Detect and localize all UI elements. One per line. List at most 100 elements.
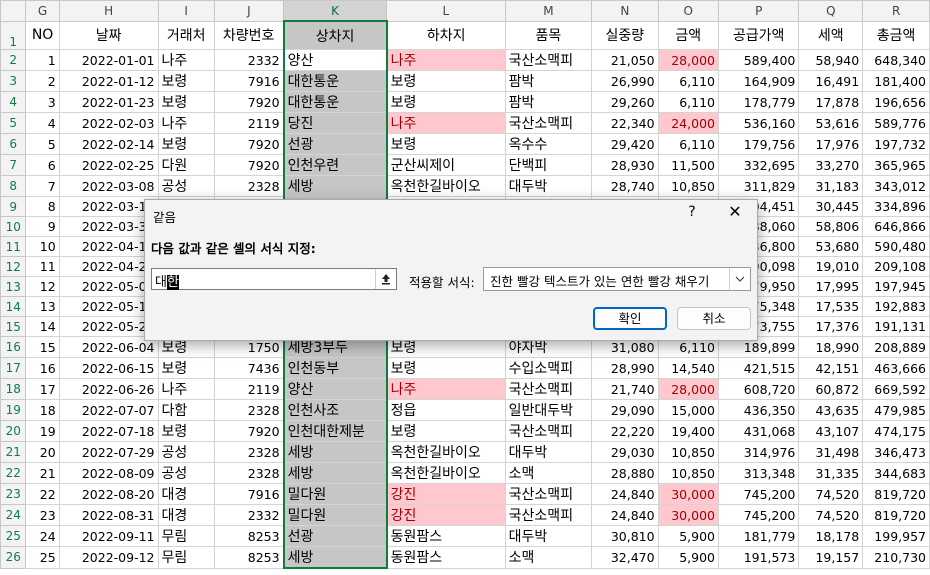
cell-h[interactable]: 2022-04-10 [58, 236, 159, 257]
cell-g[interactable]: 8 [25, 196, 60, 217]
cell-j[interactable]: 7916 [213, 483, 285, 505]
cell-n[interactable]: 32,470 [591, 546, 659, 569]
cell-j[interactable]: 2332 [213, 504, 285, 526]
cell-n[interactable]: 29,260 [591, 91, 659, 113]
cell-g[interactable]: 17 [25, 378, 60, 400]
ok-button[interactable]: 확인 [593, 307, 667, 330]
cell-p[interactable]: 164,909 [717, 70, 800, 92]
cell-i[interactable]: 다원 [157, 154, 215, 176]
cell-l[interactable]: 보령 [386, 70, 506, 92]
cell-q[interactable]: 19,157 [798, 546, 864, 569]
cell-m[interactable]: 일반대두박 [504, 399, 593, 421]
cell-q[interactable]: 31,335 [798, 462, 864, 484]
column-header-g[interactable]: G [25, 0, 60, 22]
cell-g[interactable]: 16 [25, 357, 60, 379]
cell-k[interactable]: 인천우련 [282, 154, 388, 176]
cell-r[interactable]: 191,131 [862, 316, 930, 337]
row-header[interactable]: 8 [0, 175, 27, 197]
value-input-text[interactable]: 대한 [155, 271, 179, 290]
row-header[interactable]: 9 [0, 196, 27, 217]
value-input[interactable]: 대한 [151, 268, 397, 290]
cell-m[interactable]: 팜박 [504, 91, 593, 113]
cell-h[interactable]: 2022-04-21 [58, 256, 159, 277]
row-header[interactable]: 10 [0, 216, 27, 237]
cell-k[interactable]: 상차지 [282, 20, 388, 50]
cell-n[interactable]: 21,050 [591, 49, 659, 71]
row-header[interactable]: 25 [0, 525, 27, 547]
cell-m[interactable]: 국산소맥피 [504, 483, 593, 505]
row-header[interactable]: 15 [0, 316, 27, 337]
cell-o[interactable]: 30,000 [657, 504, 719, 526]
cell-j[interactable]: 2332 [213, 49, 285, 71]
cell-n[interactable]: 28,990 [591, 357, 659, 379]
cell-j[interactable]: 차량번호 [213, 20, 285, 50]
cell-j[interactable]: 7916 [213, 70, 285, 92]
cell-o[interactable]: 15,000 [657, 399, 719, 421]
cell-r[interactable]: 474,175 [862, 420, 930, 442]
cell-h[interactable]: 2022-01-12 [58, 70, 159, 92]
cell-n[interactable]: 29,420 [591, 133, 659, 155]
cell-g[interactable]: 9 [25, 216, 60, 237]
cell-m[interactable]: 소맥 [504, 462, 593, 484]
cell-m[interactable]: 옥수수 [504, 133, 593, 155]
cell-l[interactable]: 동원팜스 [386, 546, 506, 569]
close-button[interactable]: ✕ [728, 202, 742, 221]
cell-j[interactable]: 2328 [213, 175, 285, 197]
cell-i[interactable]: 나주 [157, 378, 215, 400]
cell-p[interactable]: 311,829 [717, 175, 800, 197]
cell-p[interactable]: 314,976 [717, 441, 800, 463]
cell-k[interactable]: 세방 [282, 441, 388, 463]
cell-n[interactable]: 30,810 [591, 525, 659, 547]
cell-r[interactable]: 181,400 [862, 70, 930, 92]
row-header[interactable]: 20 [0, 420, 27, 442]
row-header[interactable]: 11 [0, 236, 27, 257]
cell-p[interactable]: 536,160 [717, 112, 800, 134]
cell-r[interactable]: 648,340 [862, 49, 930, 71]
row-header[interactable]: 2 [0, 49, 27, 71]
cell-o[interactable]: 6,110 [657, 91, 719, 113]
cell-o[interactable]: 5,900 [657, 546, 719, 569]
cell-i[interactable]: 다함 [157, 399, 215, 421]
cell-j[interactable]: 7920 [213, 420, 285, 442]
cell-i[interactable]: 무림 [157, 546, 215, 569]
cell-r[interactable]: 343,012 [862, 175, 930, 197]
column-header-m[interactable]: M [504, 0, 593, 22]
row-header[interactable]: 5 [0, 112, 27, 134]
cell-q[interactable]: 60,872 [798, 378, 864, 400]
cell-p[interactable]: 745,200 [717, 483, 800, 505]
cell-q[interactable]: 30,445 [798, 196, 864, 217]
row-header[interactable]: 23 [0, 483, 27, 505]
cell-p[interactable]: 608,720 [717, 378, 800, 400]
cell-m[interactable]: 국산소맥피 [504, 504, 593, 526]
cell-q[interactable]: 74,520 [798, 483, 864, 505]
cell-i[interactable]: 보령 [157, 70, 215, 92]
cell-h[interactable]: 2022-07-29 [58, 441, 159, 463]
row-header[interactable]: 14 [0, 296, 27, 317]
row-header[interactable]: 12 [0, 256, 27, 277]
cell-o[interactable]: 금액 [657, 20, 719, 50]
cell-l[interactable]: 보령 [386, 133, 506, 155]
cell-m[interactable]: 수입소맥피 [504, 357, 593, 379]
help-button[interactable]: ? [688, 204, 696, 220]
cell-i[interactable]: 보령 [157, 420, 215, 442]
cell-n[interactable]: 28,880 [591, 462, 659, 484]
cell-j[interactable]: 2328 [213, 462, 285, 484]
cell-n[interactable]: 24,840 [591, 504, 659, 526]
cell-r[interactable]: 819,720 [862, 483, 930, 505]
cell-i[interactable]: 공성 [157, 175, 215, 197]
cell-p[interactable]: 332,695 [717, 154, 800, 176]
cell-h[interactable]: 2022-09-12 [58, 546, 159, 569]
cell-l[interactable]: 옥천한길바이오 [386, 462, 506, 484]
cell-h[interactable]: 2022-06-04 [58, 336, 159, 358]
cell-g[interactable]: NO [25, 20, 60, 50]
cell-o[interactable]: 10,850 [657, 462, 719, 484]
cell-l[interactable]: 강진 [386, 504, 506, 526]
cell-i[interactable]: 보령 [157, 91, 215, 113]
row-header[interactable]: 26 [0, 546, 27, 569]
cell-i[interactable]: 대경 [157, 483, 215, 505]
row-header[interactable]: 17 [0, 357, 27, 379]
chevron-down-icon[interactable] [729, 268, 750, 290]
cell-g[interactable]: 1 [25, 49, 60, 71]
cell-r[interactable]: 208,889 [862, 336, 930, 358]
cell-o[interactable]: 28,000 [657, 49, 719, 71]
